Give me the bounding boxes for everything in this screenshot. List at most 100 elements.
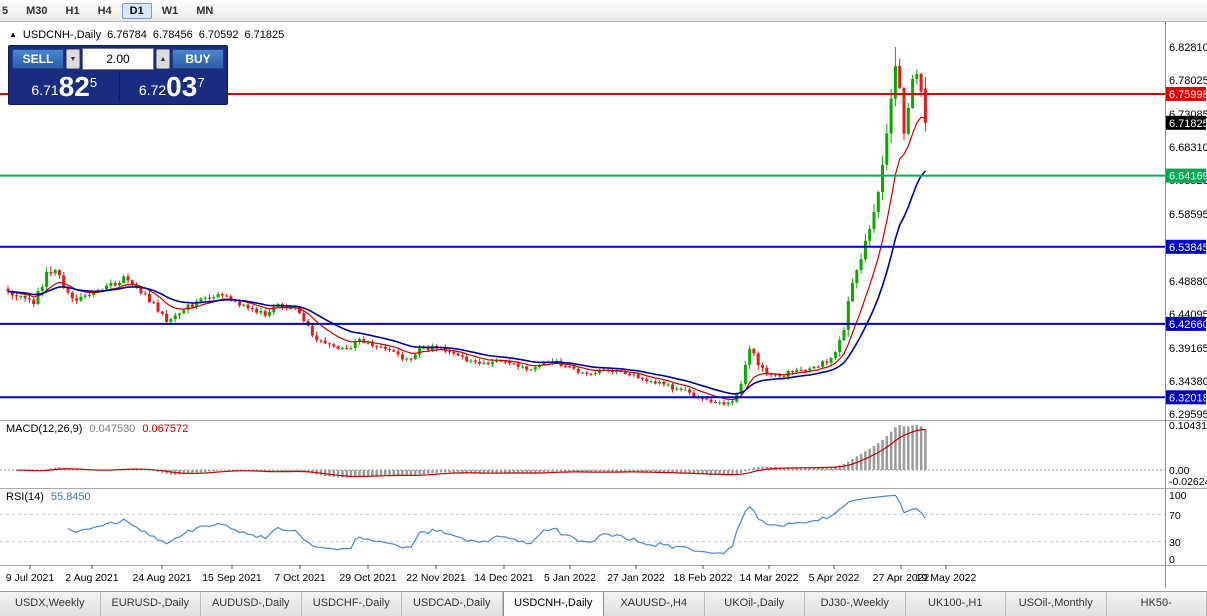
ma-10-line — [7, 116, 926, 401]
sell-button[interactable]: SELL — [12, 49, 64, 69]
price-marker-label: 6.42660 — [1169, 319, 1207, 331]
macd-axis-label: -0.02624 — [1169, 476, 1207, 488]
rsi-line — [67, 494, 926, 555]
buy-price[interactable]: 6.72 03 7 — [118, 71, 225, 102]
tf-button-h4[interactable]: H4 — [97, 4, 112, 17]
ohlc-close: 6.71825 — [244, 29, 285, 41]
price-axis-label: 6.58595 — [1169, 209, 1207, 221]
chart-ohlc-header: ▲ USDCNH-,Daily 6.76784 6.78456 6.70592 … — [9, 29, 284, 41]
date-axis-label: 2 Aug 2021 — [65, 572, 118, 584]
date-axis-label: 5 Jan 2022 — [544, 572, 596, 584]
macd-histogram — [15, 425, 927, 478]
chart-tab-bar: USDX,Weekly EURUSD-,Daily AUDUSD-,Daily USD… — [0, 591, 1207, 616]
volume-input[interactable] — [82, 48, 154, 70]
macd-main-value: 0.047530 — [89, 423, 136, 435]
buy-price-big-digits: 03 — [166, 71, 198, 102]
sell-price[interactable]: 6.71 82 5 — [12, 71, 117, 102]
date-axis-label: 24 Aug 2021 — [133, 572, 192, 584]
date-axis-label: 19 May 2022 — [916, 572, 977, 584]
tf-button-mn[interactable]: MN — [196, 4, 214, 17]
price-axis-label: 6.39165 — [1169, 343, 1207, 355]
tf-button-h1[interactable]: H1 — [65, 4, 80, 17]
price-marker-box — [1166, 239, 1206, 254]
tab-dj30-weekly[interactable]: DJ30-,Weekly — [805, 592, 906, 616]
tf-button-d1[interactable]: D1 — [121, 2, 152, 19]
macd-axis-label: 0.00 — [1169, 465, 1190, 477]
price-axis-label: 6.78025 — [1169, 75, 1207, 87]
price-marker-label: 6.71825 — [1169, 118, 1207, 130]
price-axis-label: 6.29595 — [1169, 409, 1207, 421]
trade-prices-row: 6.71 82 5 6.72 03 7 — [9, 72, 227, 104]
tf-button-m30[interactable]: M30 — [26, 4, 48, 17]
date-axis-label: 15 Sep 2021 — [202, 572, 262, 584]
date-axis-label: 14 Dec 2021 — [474, 572, 534, 584]
date-axis-label: 5 Apr 2022 — [809, 572, 860, 584]
date-axis-label: 22 Nov 2021 — [406, 572, 466, 584]
rsi-axis-label: 0 — [1169, 554, 1175, 566]
date-axis-label: 7 Oct 2021 — [274, 572, 326, 584]
macd-signal-line — [16, 429, 926, 478]
tab-audusd-daily[interactable]: AUDUSD-,Daily — [201, 592, 302, 616]
tf-button-5[interactable]: 5 — [2, 4, 9, 17]
date-axis-label: 14 Mar 2022 — [740, 572, 799, 584]
tab-usdchf-daily[interactable]: USDCHF-,Daily — [301, 592, 402, 616]
price-marker-label: 6.64169 — [1169, 171, 1207, 183]
price-marker-label: 6.75998 — [1169, 89, 1207, 101]
chart-title: USDCNH-,Daily — [22, 29, 102, 41]
tab-uk100-h1[interactable]: UK100-,H1 — [905, 592, 1006, 616]
date-axis-label: 9 Jul 2021 — [6, 572, 55, 584]
tf-button-w1[interactable]: W1 — [161, 4, 179, 17]
price-marker-box — [1166, 87, 1206, 101]
tab-usoil-monthly[interactable]: USOil-,Monthly — [1006, 592, 1107, 616]
price-marker-box — [1166, 115, 1206, 130]
date-axis-label: 27 Apr 2022 — [873, 572, 930, 584]
price-marker-box — [1166, 316, 1206, 331]
trade-controls-row: SELL ▼ ▲ BUY — [9, 46, 227, 72]
chart-background — [0, 22, 1207, 588]
macd-name: MACD(12,26,9) — [6, 423, 83, 435]
date-axis-label: 29 Oct 2021 — [339, 572, 396, 584]
price-axis-label: 6.68310 — [1169, 142, 1207, 154]
rsi-name: RSI(14) — [6, 491, 44, 503]
sell-price-prefix: 6.71 — [31, 82, 59, 98]
ohlc-high: 6.78456 — [152, 29, 193, 41]
ma-21-line — [7, 170, 926, 395]
tab-usdx-weekly[interactable]: USDX,Weekly — [0, 592, 101, 616]
price-marker-label: 6.32018 — [1169, 392, 1207, 404]
date-axis-label: 18 Feb 2022 — [674, 572, 733, 584]
rsi-axis-label: 100 — [1169, 490, 1187, 502]
price-axis-label: 6.34380 — [1169, 376, 1207, 388]
date-axis-label: 27 Jan 2022 — [607, 572, 665, 584]
chart-marker-icon: ▲ — [9, 30, 17, 39]
macd-axis-label: 0.104313 — [1169, 420, 1207, 432]
tab-usdcnh-daily[interactable]: USDCNH-,Daily — [502, 592, 604, 616]
price-marker-box — [1166, 168, 1206, 183]
macd-label: MACD(12,26,9) 0.047530 0.067572 — [6, 423, 188, 435]
rsi-axis-label: 30 — [1169, 537, 1181, 549]
price-axis-label: 6.82810 — [1169, 42, 1207, 54]
buy-button[interactable]: BUY — [172, 49, 224, 69]
price-marker-box — [1166, 390, 1206, 405]
ohlc-open: 6.76784 — [107, 29, 147, 41]
rsi-value: 55.8450 — [50, 491, 91, 503]
volume-increase-button[interactable]: ▲ — [156, 49, 170, 69]
rsi-label: RSI(14) 55.8450 — [6, 491, 91, 503]
timeframe-toolbar: 5 M30 H1 H4 D1 W1 MN — [0, 0, 1207, 22]
sell-price-big-digits: 82 — [58, 71, 90, 102]
tab-ukoil-daily[interactable]: UKOil-,Daily — [704, 592, 805, 616]
price-axis-label: 6.48880 — [1169, 276, 1207, 288]
ohlc-low: 6.70592 — [198, 29, 239, 41]
volume-decrease-button[interactable]: ▼ — [66, 49, 80, 69]
buy-price-prefix: 6.72 — [138, 82, 167, 98]
tab-usdcad-daily[interactable]: USDCAD-,Daily — [402, 592, 503, 616]
price-marker-label: 6.53845 — [1169, 242, 1207, 254]
tab-eurusd-daily[interactable]: EURUSD-,Daily — [100, 592, 201, 616]
tab-xauusd-h4[interactable]: XAUUSD-,H4 — [604, 592, 705, 616]
tab-hk50[interactable]: HK50- — [1106, 592, 1207, 616]
rsi-axis-label: 70 — [1169, 510, 1181, 522]
sell-price-pip: 5 — [89, 75, 98, 90]
buy-price-pip: 7 — [197, 75, 205, 90]
